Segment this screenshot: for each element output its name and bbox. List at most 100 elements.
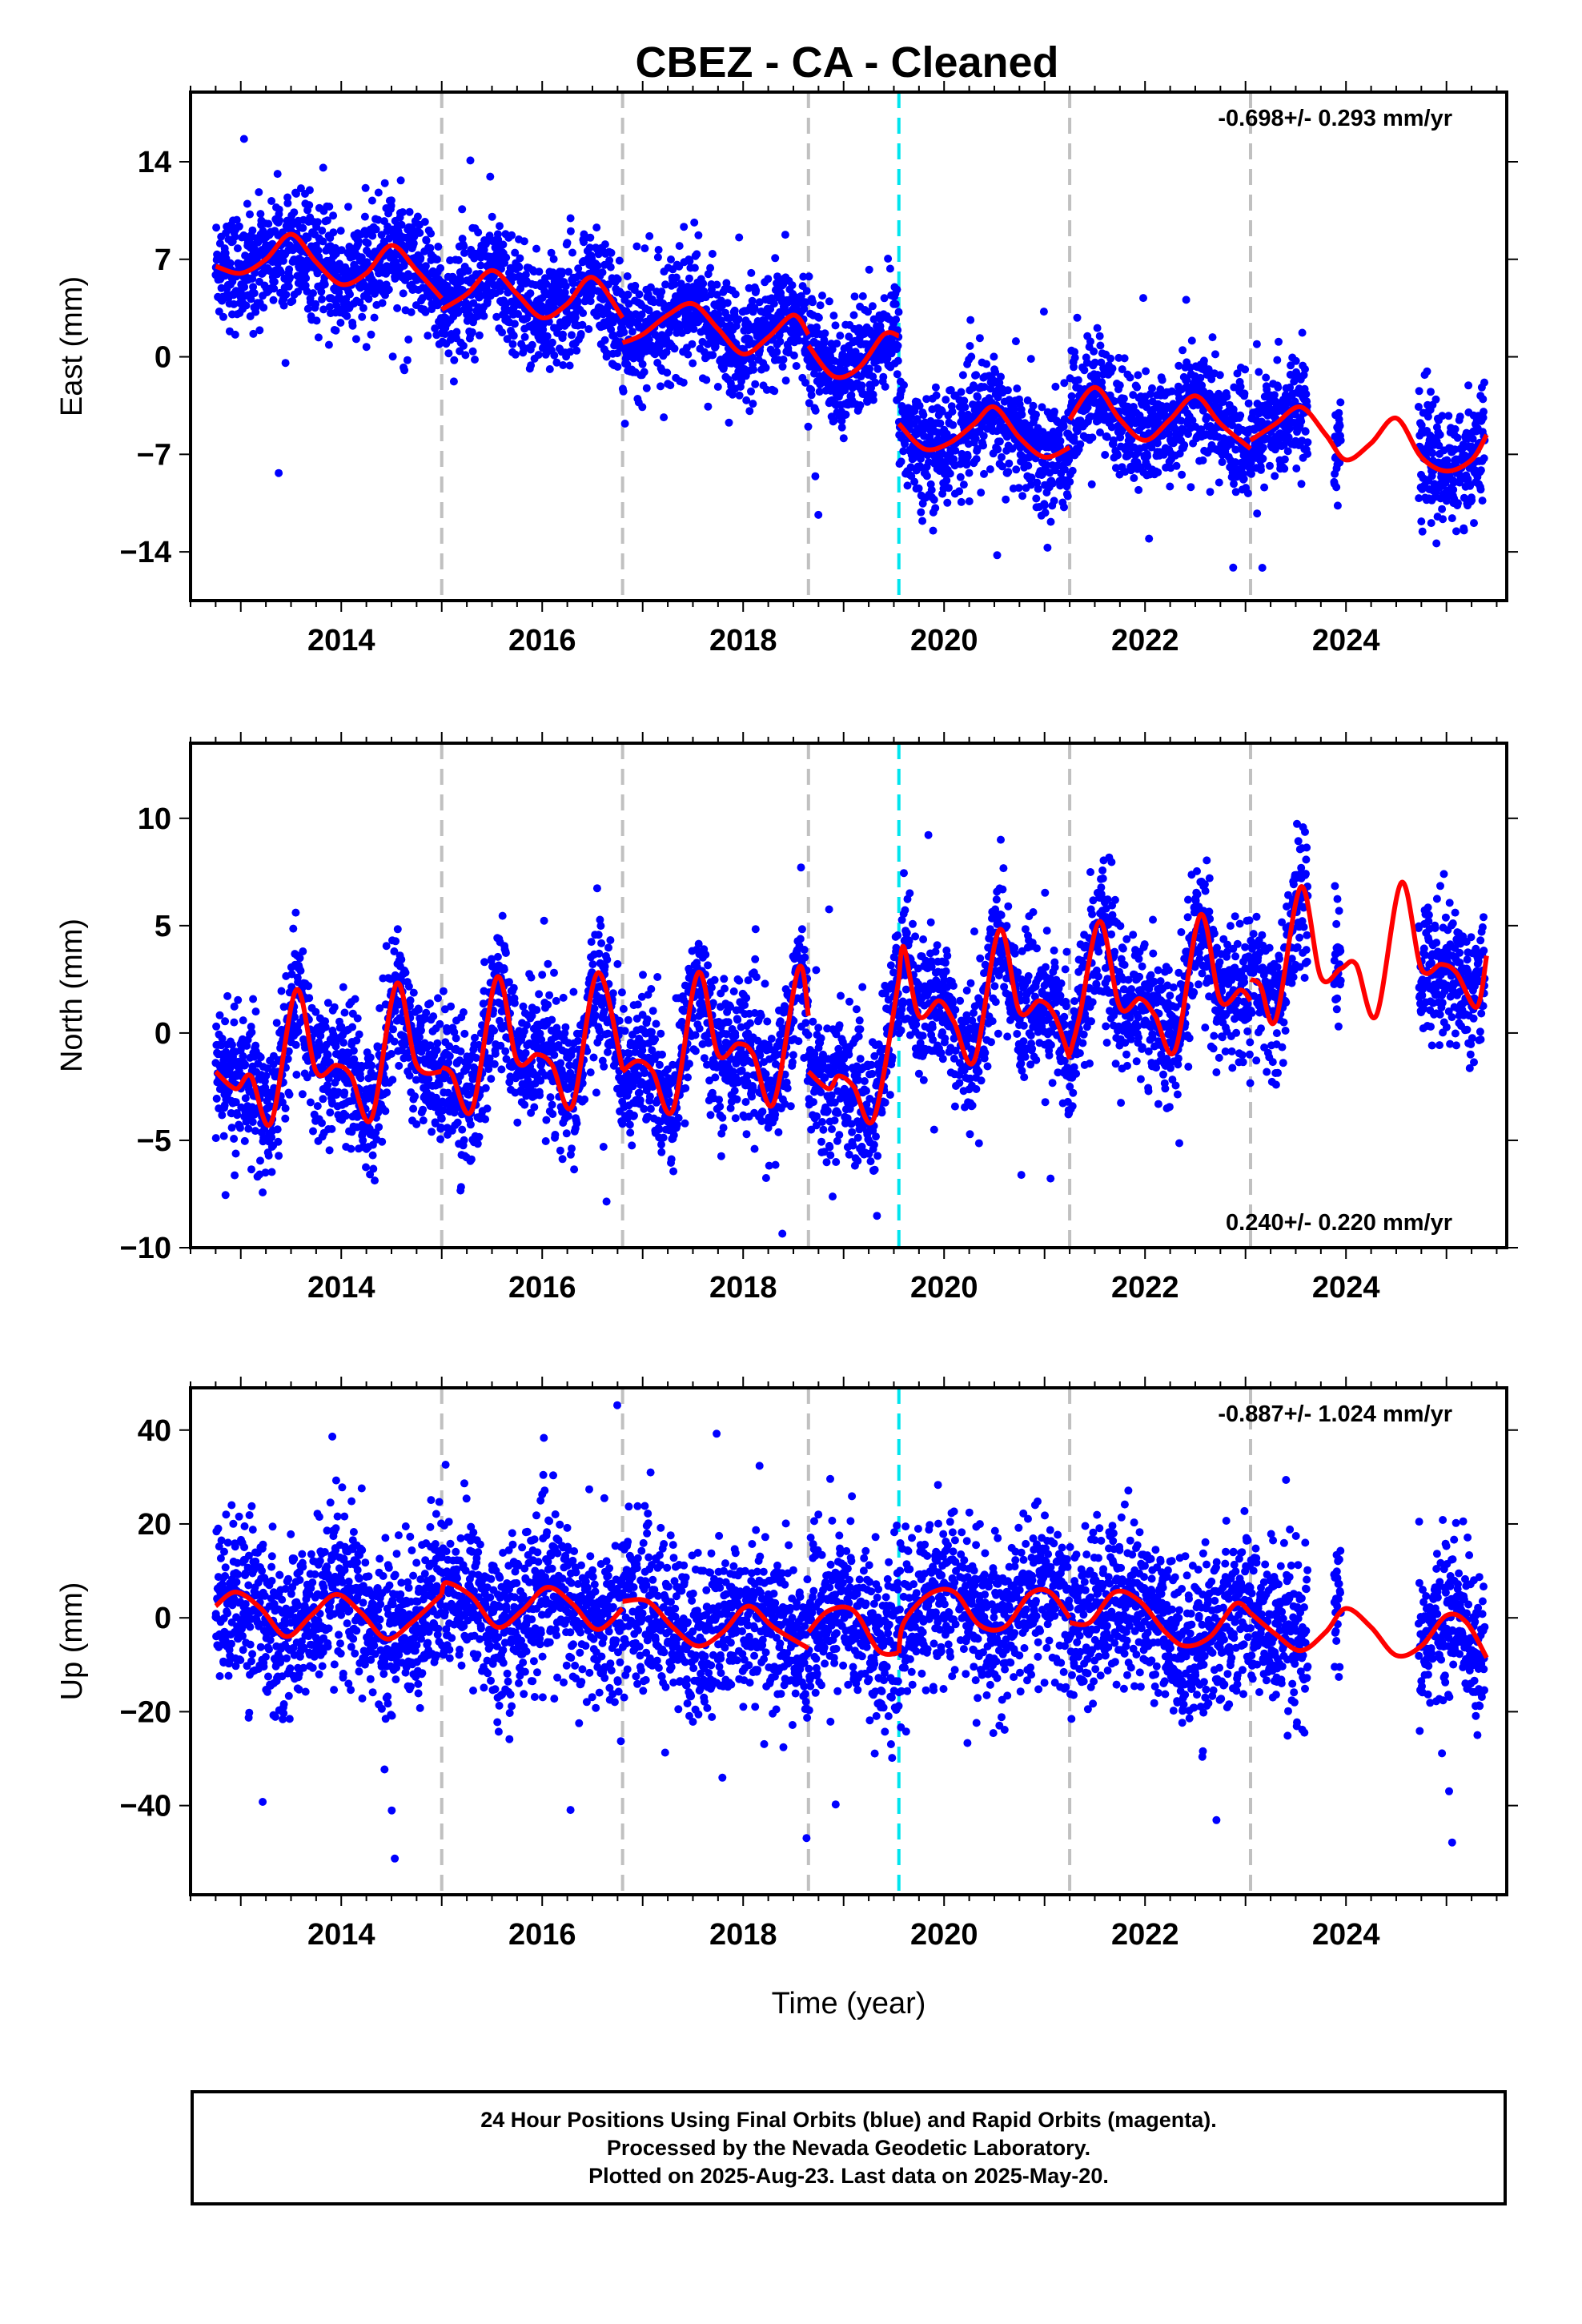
east-point bbox=[420, 218, 429, 226]
east-point bbox=[1275, 337, 1283, 346]
east-point bbox=[1270, 391, 1279, 400]
east-point bbox=[982, 360, 991, 368]
east-point bbox=[1423, 412, 1432, 421]
east-point bbox=[363, 258, 371, 267]
east-point bbox=[1266, 461, 1274, 470]
east-point bbox=[929, 526, 938, 535]
north-point bbox=[247, 1028, 256, 1036]
east-point bbox=[282, 290, 291, 299]
east-point bbox=[1114, 451, 1122, 460]
east-point bbox=[492, 312, 501, 321]
east-point bbox=[1418, 527, 1427, 536]
east-point bbox=[1236, 411, 1245, 420]
east-point bbox=[1208, 333, 1217, 342]
east-point bbox=[936, 419, 945, 428]
east-point bbox=[807, 391, 816, 400]
east-point bbox=[1255, 368, 1263, 376]
figure-title: CBEZ - CA - Cleaned bbox=[635, 38, 1058, 86]
east-point bbox=[1480, 408, 1488, 416]
east-point bbox=[1302, 390, 1311, 399]
north-point bbox=[212, 1094, 221, 1103]
east-point bbox=[1464, 381, 1473, 390]
east-point bbox=[837, 359, 845, 368]
east-point bbox=[893, 356, 902, 365]
east-point bbox=[613, 349, 621, 358]
east-point bbox=[249, 329, 258, 338]
east-point bbox=[868, 302, 877, 311]
east-point bbox=[1285, 424, 1294, 433]
east-point bbox=[959, 480, 968, 489]
east-point bbox=[480, 312, 488, 320]
east-point bbox=[638, 360, 647, 368]
east-point bbox=[566, 348, 575, 356]
east-point bbox=[256, 210, 265, 219]
east-fit-line-4 bbox=[897, 404, 1071, 460]
east-point bbox=[509, 332, 518, 340]
east-point bbox=[311, 300, 320, 308]
east-point bbox=[788, 281, 797, 290]
east-xtick-label: 2024 bbox=[1312, 624, 1380, 657]
east-point bbox=[549, 255, 558, 263]
north-point bbox=[368, 1151, 377, 1160]
east-frame bbox=[189, 90, 1508, 602]
east-point bbox=[706, 263, 715, 272]
east-point bbox=[1454, 499, 1462, 508]
east-point bbox=[344, 203, 352, 211]
east-point bbox=[1011, 337, 1020, 346]
east-fit-line-5 bbox=[1067, 384, 1252, 451]
east-point bbox=[454, 255, 463, 264]
north-point bbox=[295, 954, 304, 963]
east-point bbox=[1156, 385, 1165, 394]
east-point bbox=[399, 208, 407, 216]
east-point bbox=[1435, 441, 1443, 450]
east-point bbox=[770, 387, 779, 396]
east-point bbox=[809, 298, 817, 307]
east-point bbox=[837, 416, 846, 425]
east-point bbox=[1199, 456, 1207, 464]
east-point bbox=[653, 253, 662, 262]
east-point bbox=[857, 381, 866, 390]
east-point bbox=[543, 332, 552, 340]
east-point bbox=[574, 264, 583, 273]
east-point bbox=[494, 235, 503, 244]
east-point bbox=[416, 228, 424, 237]
east-point bbox=[520, 332, 529, 341]
east-point bbox=[388, 352, 397, 361]
east-point bbox=[965, 497, 974, 505]
east-point bbox=[230, 300, 239, 308]
east-xtick-label: 2020 bbox=[910, 624, 978, 657]
east-point bbox=[1199, 356, 1208, 365]
east-point bbox=[748, 353, 757, 362]
north-point bbox=[339, 983, 347, 991]
east-point bbox=[897, 457, 905, 466]
east-point bbox=[879, 372, 888, 381]
east-point bbox=[1218, 458, 1227, 466]
east-point bbox=[986, 384, 995, 393]
east-point bbox=[764, 275, 773, 283]
east-point bbox=[779, 280, 788, 289]
east-point bbox=[779, 356, 788, 364]
east-point bbox=[323, 216, 331, 225]
east-point bbox=[945, 484, 953, 493]
east-point bbox=[1060, 379, 1069, 388]
east-point bbox=[1439, 515, 1447, 524]
east-plot-area bbox=[211, 92, 1489, 601]
north-point bbox=[359, 1136, 367, 1144]
east-point bbox=[931, 383, 940, 392]
east-point bbox=[325, 203, 334, 211]
east-point bbox=[259, 304, 268, 312]
north-point bbox=[353, 1112, 362, 1121]
east-point bbox=[302, 274, 311, 283]
east-point bbox=[397, 220, 406, 229]
east-point bbox=[628, 328, 636, 336]
east-point bbox=[1428, 448, 1437, 457]
east-point bbox=[279, 301, 288, 310]
east-point bbox=[359, 304, 367, 312]
east-point bbox=[270, 284, 279, 293]
east-point bbox=[914, 484, 923, 493]
east-point bbox=[336, 319, 345, 327]
north-point bbox=[291, 908, 300, 917]
east-point bbox=[1303, 449, 1312, 458]
east-point bbox=[1453, 433, 1462, 442]
